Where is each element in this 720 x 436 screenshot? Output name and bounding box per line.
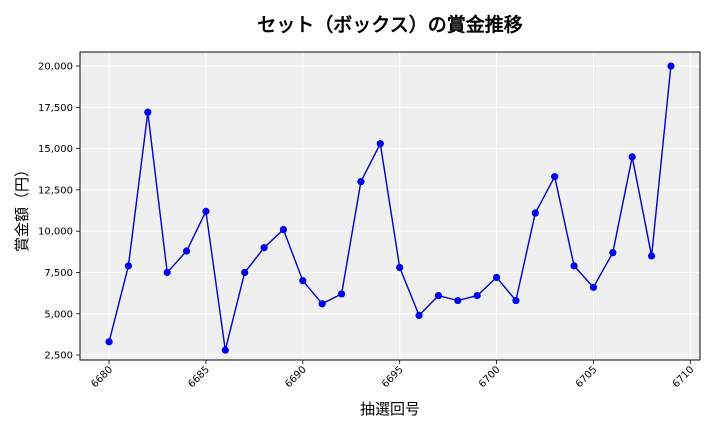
data-point [337, 290, 346, 298]
data-point [570, 262, 578, 270]
data-point [589, 283, 598, 291]
data-point [531, 209, 539, 217]
data-point [105, 338, 113, 346]
data-point [279, 225, 288, 234]
x-tick-label: 6705 [574, 364, 600, 390]
y-tick-label: 12,500 [38, 185, 73, 196]
x-tick-label: 6710 [671, 364, 697, 390]
data-point [512, 296, 520, 305]
data-point [357, 178, 365, 186]
y-axis-label: 賞金額（円） [13, 162, 31, 252]
data-point [647, 252, 656, 260]
y-tick-label: 17,500 [38, 103, 73, 114]
data-point [163, 268, 171, 277]
data-point [492, 273, 501, 282]
x-tick-label: 6700 [477, 364, 503, 390]
y-tick-label: 5,000 [44, 309, 73, 320]
data-point [434, 291, 443, 300]
data-point [299, 277, 307, 285]
data-point [454, 296, 462, 305]
data-point [628, 153, 636, 161]
data-point [260, 244, 268, 252]
data-point [667, 62, 675, 70]
data-point [318, 300, 326, 308]
x-tick-label: 6690 [283, 364, 309, 390]
x-tick-label: 6680 [89, 364, 115, 390]
data-point [609, 249, 617, 257]
data-point [551, 173, 559, 181]
data-point [473, 291, 481, 300]
data-point [124, 262, 133, 270]
y-tick-label: 2,500 [44, 351, 73, 362]
data-point [221, 346, 229, 354]
x-tick-label: 6695 [380, 364, 406, 390]
x-axis-label: 抽選回号 [360, 400, 420, 418]
data-point [202, 207, 210, 215]
data-point [182, 247, 191, 255]
plot-frame [79, 51, 701, 361]
data-point [241, 268, 249, 277]
y-tick-label: 10,000 [38, 227, 73, 238]
y-tick-label: 7,500 [44, 268, 73, 279]
data-point [144, 108, 152, 116]
chart-title: セット（ボックス）の賞金推移 [257, 13, 522, 36]
data-point [376, 140, 384, 148]
series-line [108, 65, 672, 351]
y-tick-label: 15,000 [38, 144, 73, 155]
x-tick-label: 6685 [186, 364, 212, 390]
y-tick-label: 20,000 [38, 62, 73, 73]
data-point [415, 311, 423, 320]
data-point [396, 263, 404, 272]
